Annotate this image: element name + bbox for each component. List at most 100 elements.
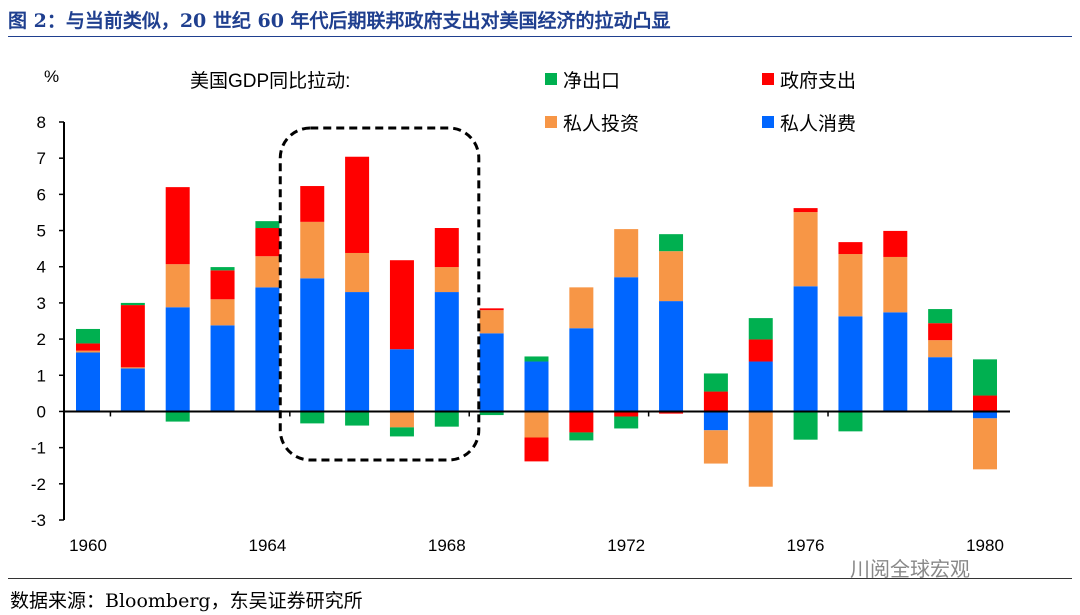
bar-1962-净出口 [165, 411, 190, 422]
bar-1980-私人投资 [973, 418, 997, 470]
y-tick-label: 1 [37, 366, 46, 385]
bar-1978-私人消费 [883, 312, 908, 412]
bar-1972-私人消费 [614, 277, 639, 412]
bar-1968-私人投资 [434, 267, 459, 293]
legend-label: 净出口 [563, 70, 620, 92]
y-tick-label: 8 [37, 113, 46, 132]
x-tick-label: 1964 [248, 536, 286, 555]
bar-1963-政府支出 [210, 270, 235, 300]
bar-1967-私人投资 [389, 411, 414, 428]
bar-1970-净出口 [524, 356, 549, 362]
bar-1962-私人投资 [165, 264, 190, 308]
bar-1963-私人消费 [210, 325, 235, 412]
legend-label: 政府支出 [780, 70, 856, 92]
legend-title: 美国GDP同比拉动: [190, 70, 350, 92]
bar-1974-政府支出 [703, 391, 728, 412]
bar-1969-净出口 [479, 411, 504, 416]
y-tick-label: 6 [37, 185, 46, 204]
bar-1976-政府支出 [793, 208, 818, 213]
bar-1965-私人消费 [300, 278, 325, 412]
bar-1974-私人消费 [703, 411, 728, 431]
bar-1977-私人消费 [838, 316, 863, 412]
bar-1971-私人投资 [569, 287, 594, 329]
y-tick-label: 4 [37, 258, 46, 277]
bar-1973-政府支出 [659, 411, 684, 414]
bar-1974-私人投资 [703, 430, 728, 464]
bar-1969-私人消费 [479, 333, 504, 412]
y-tick-label: -2 [31, 475, 46, 494]
bar-1962-政府支出 [165, 187, 190, 265]
bar-1975-私人消费 [748, 361, 773, 412]
bar-1979-私人消费 [928, 357, 953, 412]
highlight-box [278, 126, 481, 462]
bar-1960-私人投资 [76, 350, 100, 353]
bar-1966-私人投资 [345, 252, 370, 293]
bar-1967-政府支出 [389, 260, 414, 350]
bar-1978-政府支出 [883, 230, 908, 257]
watermark-logo: 川阅全球宏观 [850, 557, 970, 581]
x-tick-label: 1972 [607, 536, 645, 555]
source-divider [8, 578, 1072, 579]
bar-1961-私人消费 [120, 368, 145, 412]
bar-1968-净出口 [434, 411, 459, 427]
bar-1964-政府支出 [255, 228, 280, 257]
bar-1963-私人投资 [210, 299, 235, 326]
bar-1963-净出口 [210, 267, 235, 271]
x-tick-label: 1980 [966, 536, 1004, 555]
bar-1976-净出口 [793, 411, 818, 440]
bar-1975-净出口 [748, 318, 773, 340]
bar-1976-私人投资 [793, 212, 818, 287]
bar-1977-私人投资 [838, 254, 863, 317]
bar-1970-私人消费 [524, 361, 549, 412]
y-tick-label: -3 [31, 511, 46, 530]
bar-1977-政府支出 [838, 242, 863, 255]
y-tick-label: 7 [37, 149, 46, 168]
bar-1964-私人投资 [255, 256, 280, 288]
bar-1967-私人消费 [389, 349, 414, 412]
stacked-bar-chart: -3 -2 -1 0 1 2 3 4 5 6 7 8% 1960 1964 1968 1972 1976 1980… [31, 67, 1010, 555]
bar-1979-政府支出 [928, 323, 953, 341]
bar-1975-私人投资 [748, 411, 773, 487]
bar-1979-私人投资 [928, 340, 953, 358]
y-tick-label: 5 [37, 222, 46, 241]
y-tick-label: 2 [37, 330, 46, 349]
x-tick-label: 1960 [69, 536, 107, 555]
bar-1975-政府支出 [748, 339, 773, 362]
bar-1966-私人消费 [345, 292, 370, 412]
bar-1972-净出口 [614, 416, 639, 429]
bar-1979-净出口 [928, 309, 953, 324]
bar-1966-净出口 [345, 411, 370, 426]
bar-1977-净出口 [838, 411, 863, 432]
bar-1960-私人消费 [76, 352, 100, 412]
bar-1971-净出口 [569, 432, 594, 441]
bar-1965-净出口 [300, 411, 325, 424]
bar-1980-净出口 [973, 359, 997, 396]
bar-1962-私人消费 [165, 307, 190, 412]
bar-1960-政府支出 [76, 343, 100, 351]
bar-1961-净出口 [120, 302, 145, 306]
bar-1964-净出口 [255, 221, 280, 229]
bar-1961-政府支出 [120, 305, 145, 368]
bar-1978-私人投资 [883, 256, 908, 313]
bar-1973-私人投资 [659, 251, 684, 302]
x-tick-label: 1968 [428, 536, 466, 555]
legend-swatch-私人消费 [762, 116, 774, 128]
bar-1973-净出口 [659, 234, 684, 252]
bar-1965-私人投资 [300, 221, 325, 279]
legend-label: 私人消费 [780, 113, 856, 135]
bar-1968-政府支出 [434, 228, 459, 268]
bar-1968-私人消费 [434, 292, 459, 412]
bar-1974-净出口 [703, 373, 728, 392]
bar-1970-私人投资 [524, 411, 549, 438]
bar-1960-净出口 [76, 328, 100, 344]
source-note: 数据来源：Bloomberg，东吴证券研究所 [10, 590, 363, 612]
y-tick-label: 3 [37, 294, 46, 313]
bar-1972-私人投资 [614, 229, 639, 278]
bar-1970-政府支出 [524, 437, 549, 462]
bar-1980-政府支出 [973, 395, 997, 412]
bar-1965-政府支出 [300, 186, 325, 222]
legend-swatch-政府支出 [762, 73, 774, 85]
x-tick-label: 1976 [787, 536, 825, 555]
bar-1964-私人消费 [255, 287, 280, 412]
bar-1969-政府支出 [479, 308, 504, 311]
